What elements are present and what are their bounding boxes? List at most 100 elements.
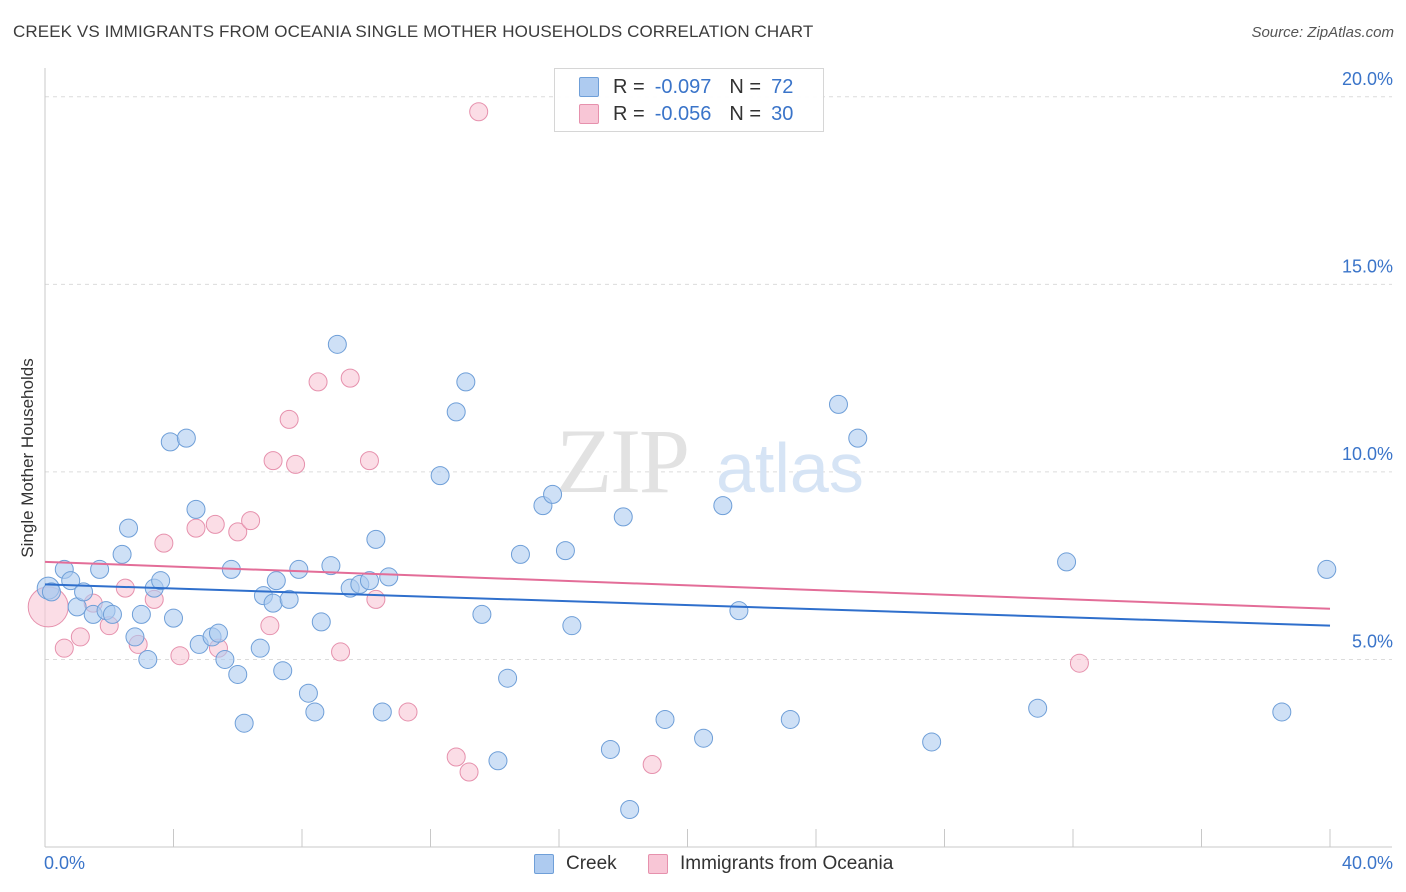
creek-point <box>311 612 331 632</box>
creek-r-value: -0.097 <box>654 75 712 98</box>
oceania-point <box>286 454 306 474</box>
creek-point <box>620 799 640 819</box>
creek-point <box>234 713 254 733</box>
oceania-point <box>260 616 280 636</box>
creek-point <box>430 466 450 486</box>
creek-point <box>125 627 145 647</box>
creek-swatch <box>579 77 599 97</box>
correlation-legend: R = -0.097 N = 72 R = -0.056 N = 30 <box>554 68 824 132</box>
y-tick-label: 15.0% <box>1342 256 1393 276</box>
creek-point <box>498 668 518 688</box>
oceania-point <box>228 522 248 542</box>
trend-layer <box>44 560 1331 627</box>
oceania-point <box>54 638 74 658</box>
oceania-point <box>398 702 418 722</box>
axis-layer <box>44 68 1392 848</box>
creek-point <box>186 499 206 519</box>
oceania-swatch <box>579 104 599 124</box>
creek-point <box>215 649 235 669</box>
oceania-point <box>70 627 90 647</box>
creek-r-label: R = <box>613 75 645 98</box>
creek-point <box>138 649 158 669</box>
x-tick-label-end: 40.0% <box>1342 853 1393 873</box>
oceania-point <box>331 642 351 662</box>
creek-point <box>119 518 139 538</box>
oceania-point <box>154 533 174 553</box>
oceania-point <box>359 451 379 471</box>
oceania-n-label: N = <box>729 102 762 125</box>
creek-point <box>131 604 151 624</box>
bottom-oceania-swatch <box>648 854 668 874</box>
creek-point <box>289 559 309 579</box>
creek-point <box>613 507 633 527</box>
creek-point <box>327 334 347 354</box>
bottom-legend-oceania: Immigrants from Oceania <box>648 851 893 877</box>
oceania-point <box>186 518 206 538</box>
oceania-point <box>642 754 662 774</box>
creek-point <box>922 732 942 752</box>
bottom-creek-swatch <box>534 854 554 874</box>
y-tick-label: 10.0% <box>1342 444 1393 464</box>
creek-point <box>848 428 868 448</box>
oceania-trend-line <box>44 560 1331 610</box>
creek-point <box>1057 552 1077 572</box>
creek-point <box>41 582 61 602</box>
creek-point <box>160 432 180 452</box>
creek-n-label: N = <box>729 75 762 98</box>
creek-point <box>102 604 122 624</box>
watermark-atlas: atlas <box>716 429 864 507</box>
oceania-point <box>263 451 283 471</box>
creek-point <box>263 593 283 613</box>
tick-label-layer: 5.0% 10.0% 15.0% 20.0% 0.0% 40.0% <box>44 69 1393 873</box>
oceania-point <box>241 511 261 531</box>
oceania-point <box>205 514 225 534</box>
bottom-oceania-label: Immigrants from Oceania <box>680 853 894 874</box>
oceania-point <box>340 368 360 388</box>
y-tick-label: 20.0% <box>1342 69 1393 89</box>
chart-title: CREEK VS IMMIGRANTS FROM OCEANIA SINGLE … <box>13 22 814 41</box>
bottom-creek-label: Creek <box>566 853 617 874</box>
oceania-point <box>469 102 489 122</box>
creek-point <box>298 683 318 703</box>
legend-row-oceania: R = -0.056 N = 30 <box>579 102 793 126</box>
creek-point <box>488 751 508 771</box>
creek-point <box>1317 559 1337 579</box>
creek-point <box>112 544 132 564</box>
creek-point <box>828 394 848 414</box>
creek-point <box>321 556 341 576</box>
y-axis-label: Single Mother Households <box>18 358 37 558</box>
oceania-r-value: -0.056 <box>654 102 712 125</box>
grid-layer <box>45 96 1392 660</box>
watermark-zip: ZIP <box>556 410 688 512</box>
oceania-point <box>1069 653 1089 673</box>
creek-point <box>780 709 800 729</box>
creek-point <box>655 709 675 729</box>
x-tick-label-start: 0.0% <box>44 853 85 873</box>
creek-point <box>543 484 563 504</box>
y-tick-label: 5.0% <box>1352 631 1393 651</box>
creek-point <box>456 372 476 392</box>
creek-point <box>372 702 392 722</box>
oceania-point <box>308 372 328 392</box>
creek-point <box>273 661 293 681</box>
oceania-point <box>446 747 466 767</box>
chart-source: Source: ZipAtlas.com <box>1251 24 1394 41</box>
creek-point <box>562 616 582 636</box>
oceania-r-label: R = <box>613 102 645 125</box>
creek-point <box>164 608 183 628</box>
creek-point <box>600 739 620 759</box>
oceania-point <box>459 762 479 782</box>
creek-point <box>151 571 171 591</box>
creek-point <box>305 702 325 722</box>
creek-point <box>472 604 492 624</box>
creek-point <box>446 402 466 422</box>
creek-point <box>555 541 575 561</box>
creek-point <box>1028 698 1048 718</box>
creek-point <box>279 589 299 609</box>
creek-point <box>266 571 286 591</box>
creek-point <box>359 571 379 591</box>
creek-points <box>36 334 1337 819</box>
bottom-legend-creek: Creek <box>534 851 617 877</box>
oceania-n-value: 30 <box>771 102 794 125</box>
creek-point <box>74 582 94 602</box>
